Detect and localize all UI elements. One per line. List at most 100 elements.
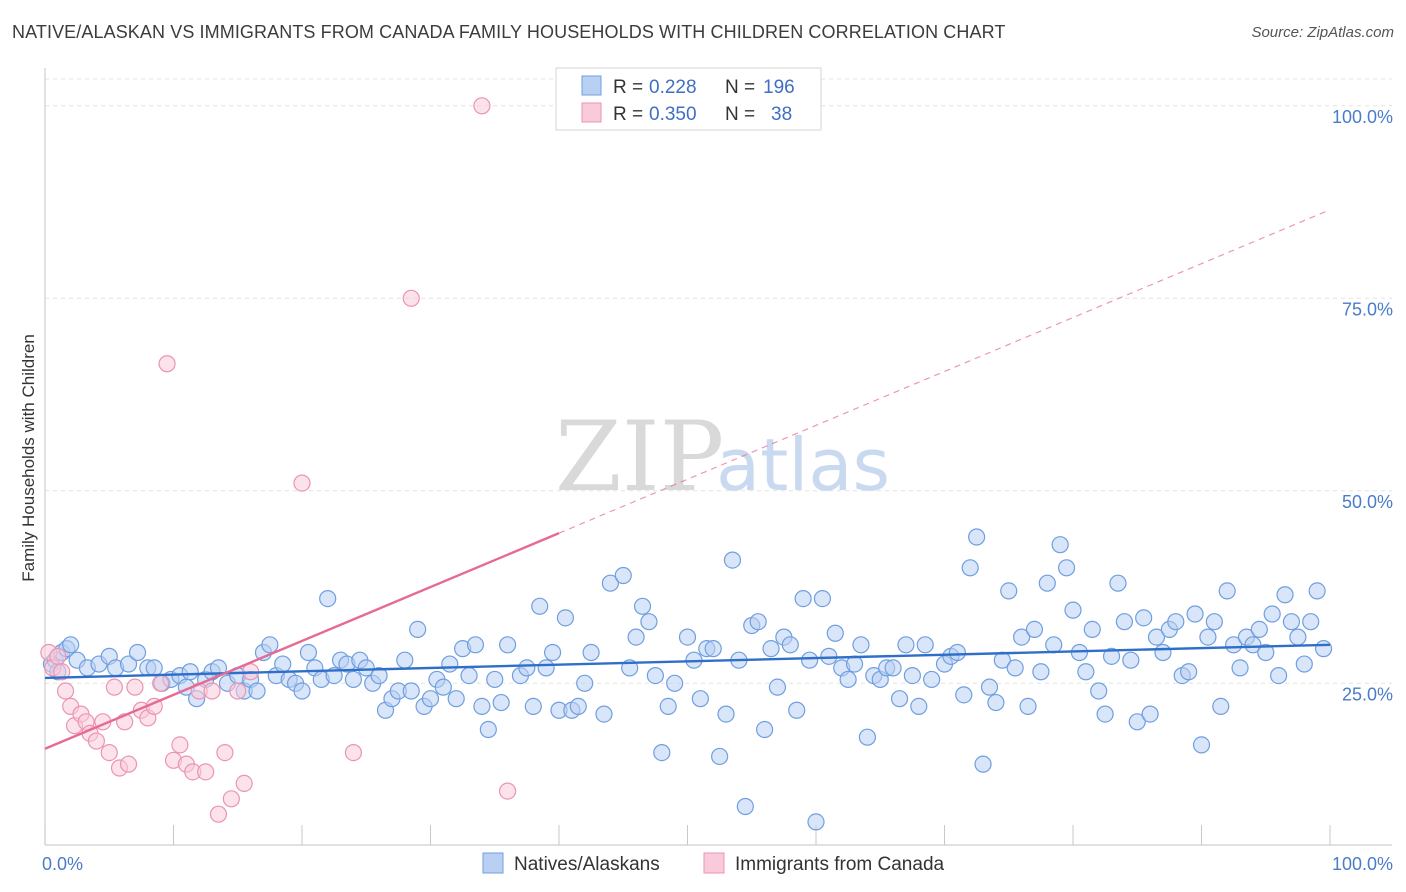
legend-swatch-natives xyxy=(581,75,602,96)
point-natives xyxy=(1064,601,1082,619)
axes xyxy=(44,68,1392,846)
point-natives xyxy=(711,747,729,766)
point-natives xyxy=(1212,697,1230,716)
point-natives xyxy=(524,697,542,716)
point-natives xyxy=(1051,536,1069,554)
point-natives xyxy=(1122,651,1140,669)
point-natives xyxy=(1006,659,1024,677)
point-natives xyxy=(595,705,613,723)
point-natives xyxy=(884,659,902,677)
bottom-legend-label-canada: Immigrants from Canada xyxy=(735,854,945,875)
point-natives xyxy=(434,678,452,696)
point-natives xyxy=(755,720,774,739)
point-canada xyxy=(293,474,311,492)
point-natives xyxy=(1096,705,1114,723)
point-natives xyxy=(299,643,318,662)
point-natives xyxy=(1276,586,1294,604)
point-natives xyxy=(1154,643,1172,662)
point-natives xyxy=(1147,628,1166,646)
point-natives xyxy=(1109,574,1127,592)
point-natives xyxy=(640,613,658,631)
point-natives xyxy=(396,651,414,669)
point-canada xyxy=(100,743,118,762)
point-natives xyxy=(441,655,459,673)
point-canada xyxy=(499,782,517,800)
point-natives xyxy=(916,636,934,654)
point-natives xyxy=(1302,613,1320,631)
point-natives xyxy=(1231,659,1249,677)
point-natives xyxy=(897,636,915,654)
point-natives xyxy=(762,640,780,658)
trend-lines xyxy=(44,209,1331,750)
point-natives xyxy=(653,743,671,762)
point-natives xyxy=(319,589,337,608)
point-natives xyxy=(518,659,536,677)
point-natives xyxy=(987,693,1005,712)
legend-r-value-1: 0.228 xyxy=(649,77,697,98)
point-natives xyxy=(614,566,632,585)
point-natives xyxy=(344,670,362,689)
legend-r-value-2: 0.350 xyxy=(649,104,697,125)
point-natives xyxy=(1257,643,1275,662)
point-natives xyxy=(499,636,517,654)
point-natives xyxy=(293,682,311,700)
chart-title: NATIVE/ALASKAN VS IMMIGRANTS FROM CANADA… xyxy=(12,22,1006,42)
point-natives xyxy=(1199,628,1217,646)
point-natives xyxy=(903,666,921,685)
point-natives xyxy=(980,678,999,696)
point-natives xyxy=(1263,605,1281,623)
source-label: Source: ZipAtlas.com xyxy=(1251,24,1394,41)
point-natives xyxy=(1032,663,1050,681)
y-tick-label: 75.0% xyxy=(1342,299,1393,319)
point-natives xyxy=(807,813,825,831)
point-natives xyxy=(576,674,594,692)
point-natives xyxy=(723,551,742,569)
x-tick-label-max: 100.0% xyxy=(1332,854,1393,874)
point-natives xyxy=(627,628,645,646)
legend-n-value-2: 38 xyxy=(771,104,792,125)
point-canada xyxy=(344,743,362,762)
watermark-zip: ZIP xyxy=(555,401,724,513)
point-natives xyxy=(409,620,427,639)
point-canada xyxy=(105,678,123,696)
point-canada xyxy=(402,289,420,307)
point-natives xyxy=(890,690,909,708)
point-canada xyxy=(209,805,228,823)
point-natives xyxy=(466,636,485,654)
point-natives xyxy=(666,674,684,692)
point-natives xyxy=(1135,609,1153,627)
point-natives xyxy=(1244,636,1262,654)
point-natives xyxy=(839,670,857,689)
point-natives xyxy=(473,697,491,716)
point-natives xyxy=(128,643,147,662)
legend-n-value-1: 196 xyxy=(763,77,795,98)
point-natives xyxy=(1025,620,1044,639)
point-natives xyxy=(1102,647,1121,665)
point-canada xyxy=(229,682,247,700)
point-natives xyxy=(794,589,812,608)
point-natives xyxy=(800,651,819,669)
bottom-legend: Natives/Alaskans Immigrants from Canada xyxy=(482,852,945,875)
point-natives xyxy=(813,589,832,608)
point-canada xyxy=(53,663,71,681)
grid-lines xyxy=(45,78,1392,684)
point-natives xyxy=(1000,582,1018,600)
point-natives xyxy=(421,690,440,708)
y-axis-label: Family Households with Children xyxy=(19,334,38,582)
point-natives xyxy=(826,624,844,642)
y-tick-label: 100.0% xyxy=(1332,107,1393,127)
point-canada xyxy=(216,743,234,762)
point-natives xyxy=(1186,605,1204,623)
legend-swatch-canada xyxy=(581,102,602,123)
point-natives xyxy=(543,643,562,662)
point-natives xyxy=(1269,666,1288,685)
point-natives xyxy=(768,678,787,696)
point-canada xyxy=(171,736,189,754)
point-canada xyxy=(152,674,170,692)
point-natives xyxy=(492,693,510,712)
point-canada xyxy=(222,790,240,808)
point-natives xyxy=(119,655,138,673)
point-canada xyxy=(56,682,75,700)
point-natives xyxy=(845,655,864,673)
